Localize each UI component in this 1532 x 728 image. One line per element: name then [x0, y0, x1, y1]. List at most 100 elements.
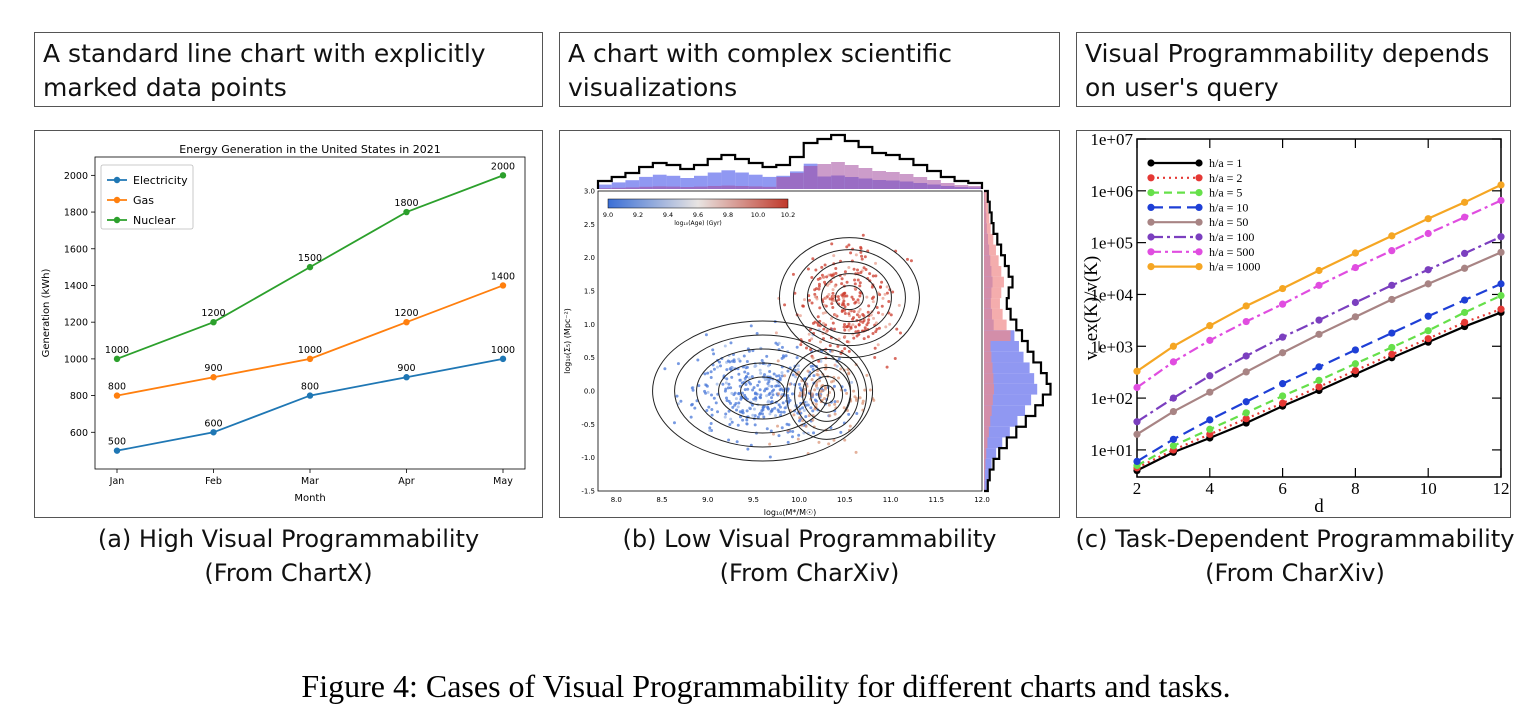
chart-b-scatter-point	[807, 414, 811, 418]
chart-b-scatter-point	[798, 419, 802, 423]
chart-b-right-hist-blue-bar	[984, 469, 989, 481]
chart-a-xtick-label: Mar	[301, 476, 319, 487]
chart-b-scatter-point	[738, 415, 742, 419]
chart-b-scatter-point	[856, 278, 860, 282]
chart-b-scatter-point	[706, 390, 710, 394]
chart-c-point	[1497, 248, 1505, 256]
chart-b-scatter-point	[859, 245, 863, 249]
chart-b-scatter-point	[875, 327, 879, 331]
chart-b-scatter-point	[843, 334, 847, 338]
chart-b-scatter-point	[847, 328, 851, 332]
chart-b-scatter-point	[859, 250, 863, 254]
chart-a-xtick-label: Feb	[205, 476, 222, 487]
chart-b-contour-mid	[810, 375, 844, 413]
chart-b-ytick-label: 2.0	[584, 254, 595, 262]
chart-b-scatter-point	[841, 296, 845, 300]
chart-b-scatter-point	[878, 285, 882, 289]
chart-b-scatter-point	[731, 366, 735, 370]
chart-b-scatter-point	[832, 384, 836, 388]
chart-b-scatter-point	[774, 384, 778, 388]
chart-c-legend-marker	[1147, 218, 1155, 226]
chart-b-scatter-point	[851, 317, 855, 321]
chart-b-scatter-point	[858, 291, 862, 295]
chart-b-scatter-point	[757, 380, 761, 384]
chart-b-scatter-point	[691, 388, 695, 392]
chart-a-point	[403, 374, 410, 381]
chart-c-legend-marker	[1147, 263, 1155, 271]
chart-b-scatter-point	[804, 424, 808, 428]
chart-b-scatter-point	[828, 344, 832, 348]
chart-b-scatter-point	[827, 403, 831, 407]
chart-b-top-hist-blue-bar	[666, 175, 681, 189]
chart-b-scatter-point	[839, 367, 843, 371]
chart-b-right-hist-red-bar	[984, 330, 1011, 341]
chart-c-point	[1388, 295, 1396, 304]
chart-b-scatter-point	[848, 424, 852, 428]
chart-b-top-hist-red-bar	[899, 174, 914, 189]
chart-b-scatter-point	[871, 300, 875, 304]
chart-b-scatter-point	[724, 412, 728, 416]
chart-b-ytick-label: -1.5	[581, 488, 595, 496]
chart-b-colorbar	[607, 198, 789, 209]
chart-b-scatter-point	[869, 313, 873, 317]
chart-b-scatter-point	[762, 415, 766, 419]
chart-b-scatter-point	[817, 359, 821, 363]
chart-b-scatter-point	[736, 423, 740, 427]
chart-c-point	[1351, 313, 1359, 321]
chart-a-point	[499, 172, 507, 179]
chart-b-ytick-label: 1.5	[584, 288, 595, 296]
chart-b-scatter-point	[862, 266, 866, 270]
chart-b-scatter-point	[738, 378, 742, 382]
chart-b-scatter-point	[679, 399, 683, 403]
chart-a-legend-marker	[113, 176, 121, 184]
chart-c-ytick-label: 1e+06	[1090, 182, 1133, 201]
chart-b-scatter-point	[832, 438, 836, 442]
chart-b-scatter-point	[798, 393, 802, 397]
chart-b-scatter-point	[832, 295, 836, 299]
chart-c-point	[1279, 284, 1287, 293]
chart-b-scatter-point	[878, 293, 882, 297]
chart-b-scatter-point	[772, 388, 776, 392]
chart-b-scatter-point	[813, 407, 817, 411]
chart-c-point	[1497, 280, 1505, 288]
chart-b-right-hist-red-bar	[984, 276, 1004, 288]
chart-b-scatter-point	[897, 303, 901, 307]
chart-b-scatter-point	[802, 393, 806, 397]
chart-b-scatter-point	[832, 379, 836, 383]
caption-c-line2: (From CharXiv)	[1205, 559, 1385, 587]
chart-b-right-hist-red-bar	[984, 416, 991, 427]
chart-c-legend-marker	[1147, 159, 1155, 167]
chart-c-point	[1242, 415, 1250, 423]
chart-b-scatter-point	[822, 275, 826, 279]
chart-b-scatter-point	[833, 400, 837, 404]
chart-c-point	[1242, 368, 1250, 376]
chart-b-scatter-point	[867, 304, 871, 308]
chart-b-scatter-point	[737, 357, 741, 361]
chart-b-scatter-point	[857, 332, 861, 336]
chart-c-point	[1424, 280, 1432, 288]
chart-b-scatter-point	[763, 373, 767, 377]
chart-b-contour-red	[820, 273, 878, 323]
chart-b-scatter-point	[737, 392, 741, 396]
chart-b-scatter-point	[806, 451, 810, 455]
chart-a-data-label: 1000	[105, 345, 129, 356]
chart-b-scatter-point	[857, 323, 861, 327]
chart-c-legend-marker	[1147, 203, 1155, 211]
chart-b-scatter-point	[831, 306, 835, 310]
chart-b-scatter-point	[831, 321, 835, 325]
chart-b-scatter-point	[834, 313, 838, 317]
chart-b-scatter-point	[843, 388, 847, 392]
chart-b-ytick-label: 0.0	[584, 388, 595, 396]
chart-b-scatter-point	[875, 306, 879, 310]
chart-b-scatter-point	[852, 389, 856, 393]
chart-b-colorbar-tick: 10.2	[781, 211, 795, 219]
chart-b-ytick-label: 2.5	[584, 221, 595, 229]
chart-c-xtick-label: 10	[1420, 479, 1437, 498]
chart-b-scatter-point	[854, 300, 858, 304]
chart-b-xtick-label: 9.0	[702, 496, 713, 504]
chart-c-point	[1461, 264, 1469, 272]
chart-b-scatter-point	[777, 374, 781, 378]
chart-a-point	[210, 318, 217, 326]
chart-b-scatter-point	[881, 312, 885, 316]
chart-b-top-hist-blue-bar	[611, 182, 626, 189]
